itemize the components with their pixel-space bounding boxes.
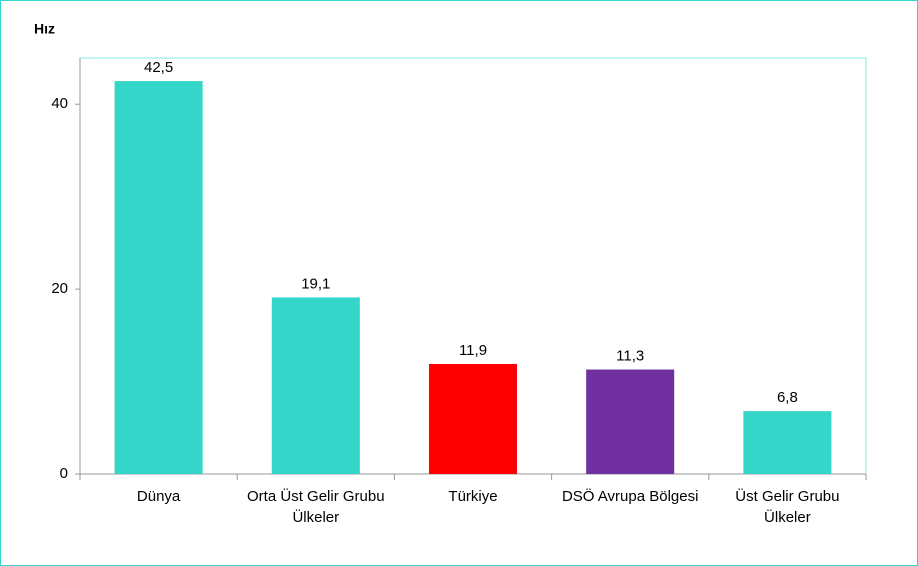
bar: [271, 297, 360, 474]
x-tick-label: DSÖ Avrupa Bölgesi: [561, 488, 699, 505]
data-label: 11,3: [616, 348, 644, 365]
y-tick-label: 20: [51, 280, 68, 297]
x-tick-label: Dünya: [136, 488, 181, 505]
x-tick-label: Üst Gelir Grubu Ülkeler: [735, 488, 840, 526]
data-label: 11,9: [459, 342, 487, 359]
chart-title: Hız: [34, 21, 55, 37]
bar: [586, 369, 675, 474]
y-tick-label: 40: [51, 95, 68, 112]
bar: [743, 411, 832, 474]
bar: [428, 363, 518, 474]
y-tick-label: 0: [60, 465, 68, 482]
data-label: 42,5: [144, 59, 173, 76]
x-tick-label: Orta Üst Gelir Grubu Ülkeler: [247, 488, 385, 526]
bar: [114, 81, 203, 474]
data-label: 6,8: [777, 389, 798, 406]
data-label: 19,1: [301, 275, 330, 292]
x-tick-label: Türkiye: [448, 488, 498, 505]
